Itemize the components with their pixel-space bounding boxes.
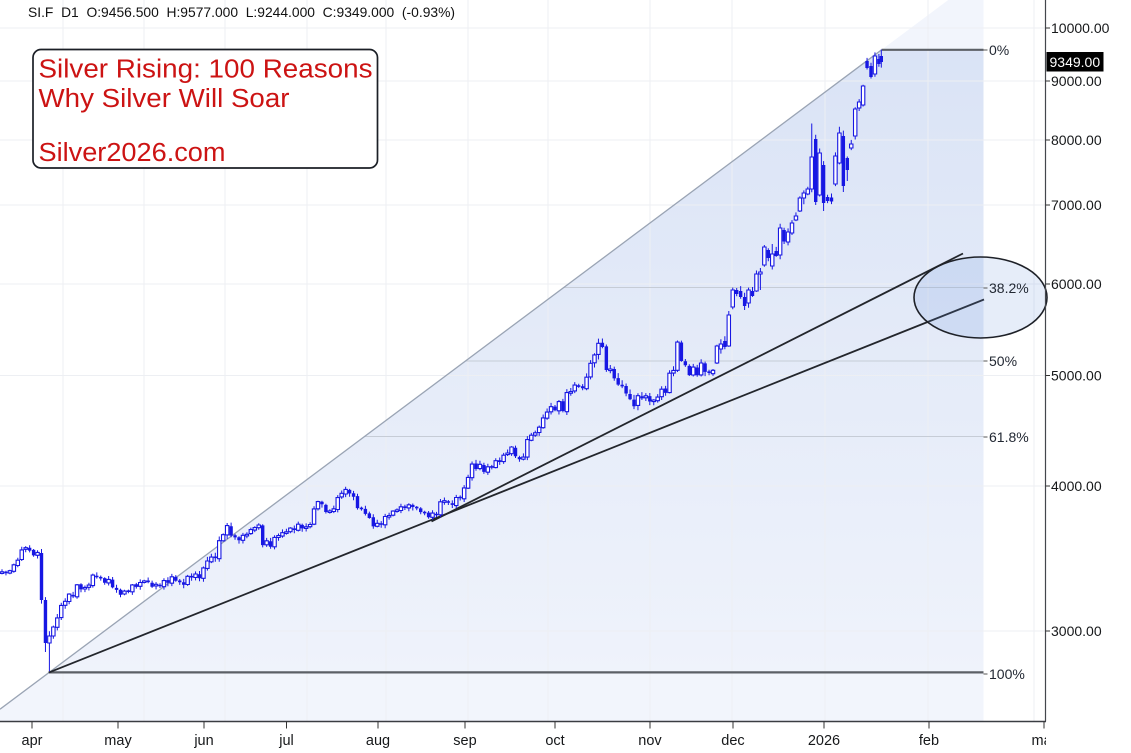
svg-text:4000.00: 4000.00 [1051, 478, 1102, 494]
svg-text:sep: sep [453, 733, 476, 749]
svg-text:10000.00: 10000.00 [1051, 20, 1110, 36]
svg-text:7000.00: 7000.00 [1051, 197, 1102, 213]
svg-text:100%: 100% [989, 666, 1025, 682]
svg-text:mar: mar [1032, 733, 1057, 749]
svg-text:Why Silver Will Soar: Why Silver Will Soar [39, 85, 291, 113]
svg-text:0%: 0% [989, 42, 1009, 58]
svg-text:5000.00: 5000.00 [1051, 368, 1102, 384]
svg-text:9000.00: 9000.00 [1051, 73, 1102, 89]
svg-text:aug: aug [366, 733, 390, 749]
svg-text:SI.F D1 O:9456.500 H:9577.0: SI.F D1 O:9456.500 H:9577.000 L:9244.000… [28, 4, 455, 20]
svg-text:Silver Rising: 100 Reasons: Silver Rising: 100 Reasons [39, 56, 373, 84]
svg-text:9349.00: 9349.00 [1050, 54, 1101, 70]
svg-text:3000.00: 3000.00 [1051, 623, 1102, 639]
svg-text:nov: nov [638, 733, 662, 749]
svg-text:50%: 50% [989, 353, 1017, 369]
svg-text:may: may [104, 733, 132, 749]
svg-text:oct: oct [545, 733, 564, 749]
svg-text:jul: jul [278, 733, 294, 749]
svg-text:61.8%: 61.8% [989, 429, 1029, 445]
svg-text:feb: feb [919, 733, 939, 749]
svg-text:38.2%: 38.2% [989, 280, 1029, 296]
svg-text:jun: jun [193, 733, 213, 749]
svg-text:6000.00: 6000.00 [1051, 276, 1102, 292]
svg-text:2026: 2026 [808, 733, 840, 749]
svg-text:8000.00: 8000.00 [1051, 132, 1102, 148]
svg-text:dec: dec [721, 733, 744, 749]
svg-text:apr: apr [22, 733, 43, 749]
svg-text:Silver2026.com: Silver2026.com [39, 139, 226, 167]
